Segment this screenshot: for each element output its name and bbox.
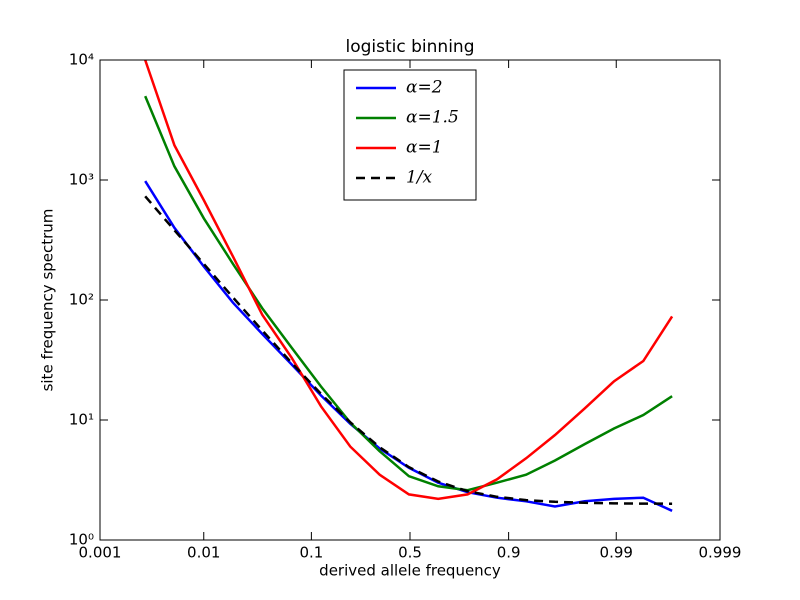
x-tick-label: 0.001 — [79, 544, 122, 562]
x-tick-label: 0.5 — [398, 544, 422, 562]
data-line — [144, 59, 674, 501]
y-tick-label: 10⁰ — [69, 531, 94, 549]
data-line — [144, 195, 673, 505]
x-tick-label: 0.1 — [299, 544, 323, 562]
chart-title: logistic binning — [346, 37, 475, 57]
legend-label: 1/x — [406, 168, 433, 188]
legend-label: α=1 — [406, 138, 443, 158]
x-tick-label: 0.01 — [187, 544, 220, 562]
legend-label: α=1.5 — [406, 108, 459, 128]
legend-box — [343, 69, 477, 201]
x-tick-label: 0.999 — [699, 544, 742, 562]
y-tick-label: 10⁴ — [69, 51, 94, 69]
legend: α=2 α=1.5 α=1 1/x — [343, 69, 477, 201]
x-tick-label: 0.9 — [497, 544, 521, 562]
y-tick-label: 10¹ — [69, 411, 94, 429]
plot-frame — [99, 59, 721, 541]
x-axis-label: derived allele frequency — [319, 562, 501, 580]
x-tick-label: 0.99 — [600, 544, 633, 562]
y-axis-label: site frequency spectrum — [39, 209, 57, 392]
y-tick-label: 10³ — [69, 171, 94, 189]
y-tick-label: 10² — [69, 291, 94, 309]
legend-label: α=2 — [406, 78, 443, 98]
data-line — [144, 95, 673, 492]
